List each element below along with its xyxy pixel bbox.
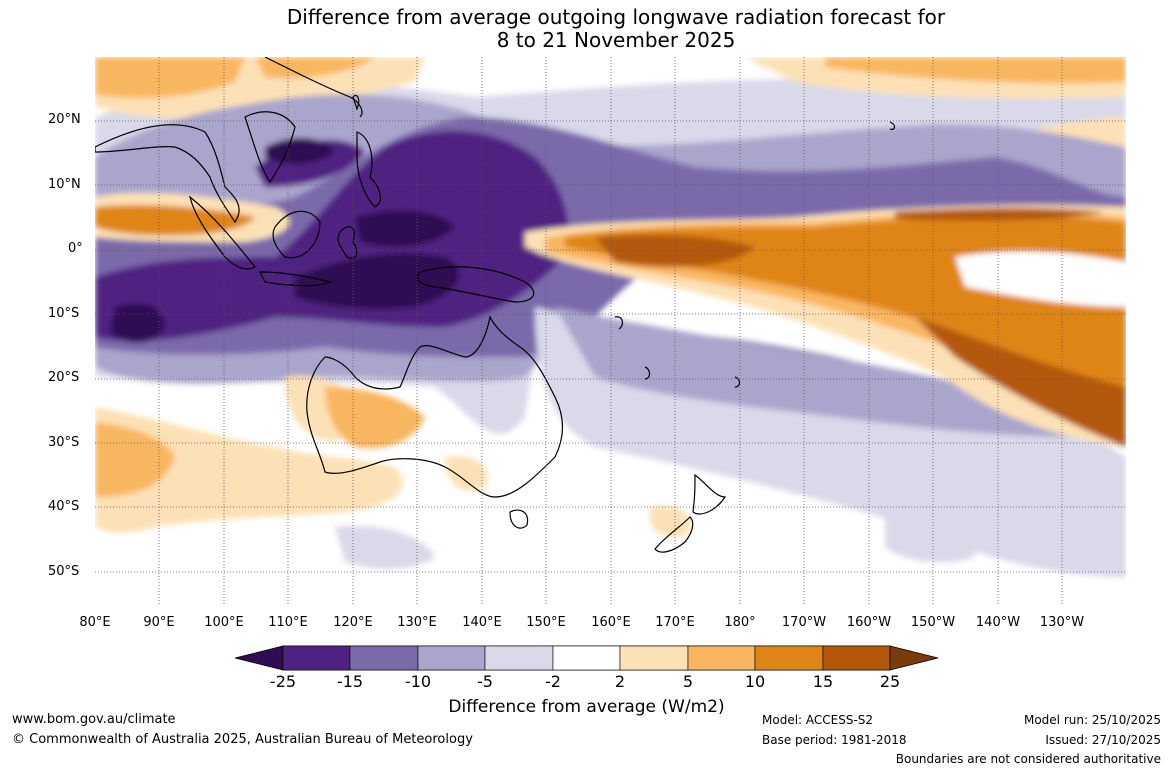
lon-label-160w: 160°W: [846, 615, 892, 630]
lat-label-40s: 40°S: [48, 499, 80, 514]
lon-label-130w: 130°W: [1039, 615, 1085, 630]
colorbar-tick-label: -10: [404, 672, 432, 691]
lon-label-160e: 160°E: [591, 615, 631, 630]
anomaly-fill: [95, 57, 1126, 577]
model-run-date: Model run: 25/10/2025: [1023, 713, 1161, 727]
colorbar-segment: [687, 645, 756, 671]
lat-label-20n: 20°N: [48, 112, 81, 127]
map-svg: [95, 57, 1126, 604]
colorbar-tick-label: -2: [545, 672, 561, 691]
colorbar-tick-label: 10: [744, 672, 766, 691]
coastlines: [95, 57, 896, 553]
colorbar-segment: [417, 645, 486, 671]
lon-label-180: 180°: [724, 615, 756, 630]
boundary-disclaimer: Boundaries are not considered authoritat…: [895, 752, 1161, 766]
lon-label-140w: 140°W: [975, 615, 1021, 630]
lon-label-130e: 130°E: [397, 615, 437, 630]
lon-label-170w: 170°W: [781, 615, 827, 630]
base-period: Base period: 1981-2018: [762, 733, 907, 747]
colorbar-tick-label: -5: [477, 672, 493, 691]
lon-label-150w: 150°W: [910, 615, 956, 630]
lat-label-10n: 10°N: [48, 177, 81, 192]
title-line-2: 8 to 21 November 2025: [496, 28, 736, 52]
lat-label-10s: 10°S: [48, 306, 80, 321]
model-name: Model: ACCESS-S2: [762, 713, 874, 727]
lon-label-100e: 100°E: [204, 615, 244, 630]
colorbar-tick-label: 5: [682, 672, 694, 691]
lon-label-140e: 140°E: [462, 615, 502, 630]
lon-label-170e: 170°E: [655, 615, 695, 630]
colorbar-tick-label: 2: [614, 672, 626, 691]
lon-label-90e: 90°E: [143, 615, 175, 630]
colorbar-segment: [754, 645, 824, 671]
lon-label-120e: 120°E: [333, 615, 373, 630]
colorbar-title: Difference from average (W/m2): [448, 697, 725, 717]
title-line-1: Difference from average outgoing longwav…: [286, 5, 946, 29]
colorbar-tick-label: 15: [812, 672, 834, 691]
colorbar-high-arrow: [889, 645, 939, 671]
issued-date: Issued: 27/10/2025: [1045, 733, 1161, 747]
lat-label-0: 0°: [68, 241, 83, 256]
lat-label-30s: 30°S: [48, 435, 80, 450]
copyright-text: © Commonwealth of Australia 2025, Austra…: [12, 732, 473, 747]
graticule: [95, 57, 1126, 604]
lon-label-80e: 80°E: [79, 615, 111, 630]
lat-label-50s: 50°S: [48, 564, 80, 579]
colorbar-tick-label: 25: [879, 672, 901, 691]
colorbar-tick-label: -25: [269, 672, 297, 691]
lat-label-20s: 20°S: [48, 370, 80, 385]
colorbar-segment: [484, 645, 554, 671]
colorbar: [234, 645, 939, 671]
colorbar-low-arrow: [234, 645, 284, 671]
website-link[interactable]: www.bom.gov.au/climate: [12, 712, 176, 727]
lon-label-150e: 150°E: [526, 615, 566, 630]
colorbar-segment: [282, 645, 351, 671]
anomaly-map: [95, 57, 1126, 604]
colorbar-segment: [552, 645, 621, 671]
colorbar-segment: [349, 645, 419, 671]
colorbar-tick-label: -15: [336, 672, 364, 691]
colorbar-segment: [619, 645, 689, 671]
lon-label-110e: 110°E: [268, 615, 308, 630]
colorbar-segment: [822, 645, 891, 671]
